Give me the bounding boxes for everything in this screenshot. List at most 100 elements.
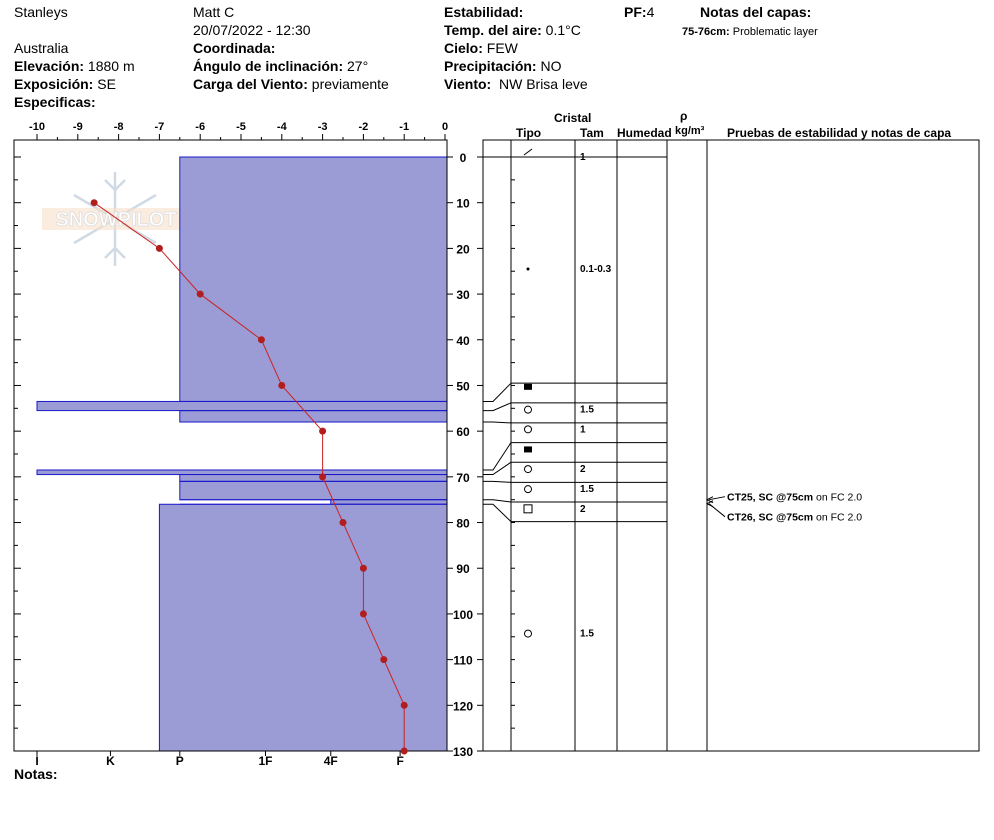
sky: Cielo: FEW (444, 40, 518, 56)
pf: PF:4 (624, 4, 654, 20)
left-plot-frame (13, 139, 448, 752)
depth-tick-label: 110 (453, 654, 473, 668)
depth-tick-label: 20 (456, 242, 470, 256)
col-rho: ρ (680, 109, 688, 123)
depth-tick-label: 100 (453, 608, 473, 622)
hardness-bar (179, 474, 448, 482)
snowflake-icon (73, 172, 157, 266)
depth-tick-label: 60 (456, 425, 470, 439)
temp-tick-label: -4 (277, 121, 288, 133)
stability-test-result: on FC 2.0 (813, 492, 862, 504)
temp-tick-label: -3 (318, 121, 328, 133)
col-moisture: Humedad (617, 126, 672, 140)
temp-tick-label: -1 (399, 121, 409, 133)
coord-label: Coordinada: (193, 40, 276, 56)
hardness-label: P (176, 754, 184, 768)
temperature-profile (90, 199, 408, 755)
depth-tick-label: 50 (456, 379, 470, 393)
logo-text: SNOWPILOT (55, 209, 176, 231)
layer-connector (483, 442, 512, 471)
temperature-point (400, 701, 408, 709)
grain-table-frame (482, 139, 980, 752)
wind-load-label: Carga del Viento: (193, 76, 308, 92)
grain-size-label: 1 (580, 152, 586, 163)
air-temp-label: Temp. del aire: (444, 22, 542, 38)
rounded-grain-icon (524, 425, 532, 434)
elevation-label: Elevación: (14, 58, 85, 74)
stability-test-code: CT25, SC @75cm (727, 492, 813, 504)
sky-value: FEW (486, 40, 518, 56)
temp-tick-label: -6 (195, 121, 205, 133)
col-crystal: Cristal (554, 111, 592, 125)
location-name: Stanleys (14, 4, 68, 20)
hardness-label: K (106, 754, 115, 768)
depth-tick-label: 90 (456, 562, 470, 576)
stability-test-code: CT26, SC @75cm (727, 512, 813, 524)
rounded-grain-icon (524, 485, 532, 494)
temp-tick-label: -9 (73, 121, 83, 133)
precip-value: NO (540, 58, 562, 74)
aspect-value: SE (97, 76, 116, 92)
snowpilot-logo: SNOWPILOT (42, 172, 190, 266)
test-arrow-head (705, 500, 714, 508)
hardness-label: F (396, 754, 403, 768)
aspect: Exposición: SE (14, 76, 116, 92)
grain-size-label: 2 (580, 504, 586, 515)
layer-connector (483, 499, 512, 503)
hardness-label: 1F (258, 754, 272, 768)
grain-size-label: 1 (580, 424, 586, 435)
layer-connector (483, 461, 512, 476)
col-tests: Pruebas de estabilidad y notas de capa (727, 126, 952, 140)
depth-tick-label: 70 (456, 471, 470, 485)
pf-value: 4 (646, 4, 655, 20)
temperature-point (400, 747, 408, 755)
rounded-grain-icon (524, 405, 532, 414)
wind-load: Carga del Viento: previamente (193, 76, 389, 92)
layer-connector (483, 382, 512, 402)
temp-tick-label: -2 (359, 121, 369, 133)
elevation: Elevación: 1880 m (14, 58, 135, 74)
logo-band (42, 208, 190, 230)
grain-table: 1 0.1-0.3 1.5 1 2 1.5 2 1.5 CT25, SC @75cm on FC… (482, 139, 980, 752)
temperature-point (196, 290, 204, 298)
layer-note: 75-76cm: Problematic layer (682, 24, 818, 40)
notes-label: Notas: (14, 766, 58, 782)
grain-size-label: 2 (580, 464, 586, 475)
hardness-bar (179, 480, 448, 501)
layer-note-text: Problematic layer (732, 26, 818, 38)
faceted-grain-icon (524, 446, 532, 453)
temp-tick-label: 0 (442, 121, 448, 133)
hardness-bars (36, 156, 448, 752)
elevation-value: 1880 m (87, 58, 135, 74)
air-temp: Temp. del aire: 0.1°C (444, 22, 581, 38)
hardness-bar (330, 499, 448, 505)
depth-tick-label: 10 (456, 197, 470, 211)
wind-value: NW Brisa leve (498, 76, 588, 92)
temperature-point (359, 564, 367, 572)
wind-label: Viento: (444, 76, 492, 92)
stability-test-result: on FC 2.0 (813, 512, 862, 524)
layer-connector (483, 480, 512, 483)
chart-frame: -10 -9 -8 -7 -6 -5 -4 -3 -2 -1 0010203040506070809… (13, 121, 483, 768)
temp-tick-label: -5 (236, 121, 246, 133)
wind-load-value: previamente (311, 76, 389, 92)
faceted-grain-icon (524, 383, 532, 390)
datetime: 20/07/2022 - 12:30 (193, 22, 311, 38)
temperature-point (319, 473, 327, 481)
dot-grain-icon (526, 267, 530, 271)
depth-tick-label: 0 (460, 151, 467, 165)
temperature-point (380, 656, 388, 664)
layer-connector (483, 421, 512, 424)
depth-tick-label: 40 (456, 334, 470, 348)
sky-label: Cielo: (444, 40, 483, 56)
layer-notes-label: Notas del capas: (700, 4, 812, 20)
rounded-grain-icon (524, 629, 532, 638)
hardness-label: I (35, 754, 38, 768)
grain-size-label: 1.5 (580, 405, 594, 416)
pf-label: PF: (624, 4, 647, 20)
grain-size-label: 0.1-0.3 (580, 264, 612, 275)
grain-size-label: 1.5 (580, 629, 594, 640)
precipitation: Precipitación: NO (444, 58, 561, 74)
temperature-point (339, 519, 347, 527)
